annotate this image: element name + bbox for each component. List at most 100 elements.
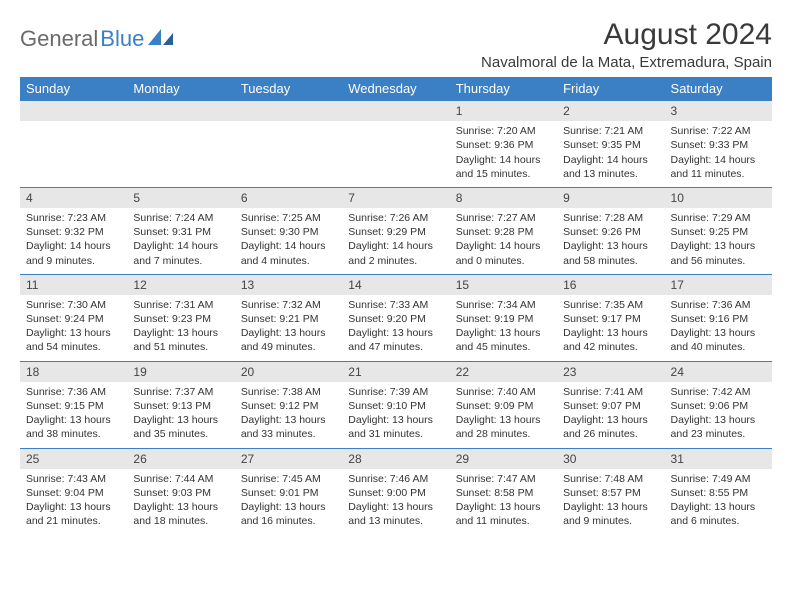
day-number-cell: 14 bbox=[342, 274, 449, 295]
day-detail-cell bbox=[342, 121, 449, 187]
day-detail-cell: Sunrise: 7:40 AMSunset: 9:09 PMDaylight:… bbox=[450, 382, 557, 448]
day-detail-line: and 4 minutes. bbox=[241, 254, 336, 268]
day-detail-cell bbox=[127, 121, 234, 187]
day-number-cell: 15 bbox=[450, 274, 557, 295]
day-detail-line: Sunset: 9:32 PM bbox=[26, 225, 121, 239]
day-number-cell: 4 bbox=[20, 187, 127, 208]
day-number-cell: 17 bbox=[665, 274, 772, 295]
day-number-cell bbox=[20, 101, 127, 122]
logo: GeneralBlue bbox=[20, 18, 174, 52]
logo-text-2: Blue bbox=[100, 26, 144, 52]
day-detail-line: Sunrise: 7:33 AM bbox=[348, 298, 443, 312]
day-detail-line: Sunrise: 7:46 AM bbox=[348, 472, 443, 486]
day-detail-line: and 13 minutes. bbox=[348, 514, 443, 528]
day-detail-line: and 23 minutes. bbox=[671, 427, 766, 441]
day-number-cell: 27 bbox=[235, 448, 342, 469]
day-detail-line: Daylight: 13 hours bbox=[671, 239, 766, 253]
sail-icon bbox=[148, 27, 174, 52]
day-detail-line: Daylight: 13 hours bbox=[241, 413, 336, 427]
day-detail-line: Sunset: 9:19 PM bbox=[456, 312, 551, 326]
day-detail-line: and 21 minutes. bbox=[26, 514, 121, 528]
day-number-cell: 12 bbox=[127, 274, 234, 295]
day-detail-line: Daylight: 13 hours bbox=[456, 500, 551, 514]
detail-row: Sunrise: 7:36 AMSunset: 9:15 PMDaylight:… bbox=[20, 382, 772, 448]
day-detail-line: Sunrise: 7:27 AM bbox=[456, 211, 551, 225]
day-detail-cell: Sunrise: 7:24 AMSunset: 9:31 PMDaylight:… bbox=[127, 208, 234, 274]
day-detail-cell: Sunrise: 7:28 AMSunset: 9:26 PMDaylight:… bbox=[557, 208, 664, 274]
day-detail-line: and 26 minutes. bbox=[563, 427, 658, 441]
day-number-cell bbox=[127, 101, 234, 122]
day-number-cell: 25 bbox=[20, 448, 127, 469]
day-detail-line: Sunrise: 7:25 AM bbox=[241, 211, 336, 225]
day-detail-line: Sunset: 9:29 PM bbox=[348, 225, 443, 239]
day-detail-line: Sunrise: 7:28 AM bbox=[563, 211, 658, 225]
day-detail-line: Daylight: 13 hours bbox=[456, 413, 551, 427]
day-detail-line: Sunset: 9:26 PM bbox=[563, 225, 658, 239]
day-detail-line: Daylight: 14 hours bbox=[456, 239, 551, 253]
detail-row: Sunrise: 7:23 AMSunset: 9:32 PMDaylight:… bbox=[20, 208, 772, 274]
header-wednesday: Wednesday bbox=[342, 77, 449, 101]
day-detail-line: and 11 minutes. bbox=[456, 514, 551, 528]
day-detail-cell: Sunrise: 7:43 AMSunset: 9:04 PMDaylight:… bbox=[20, 469, 127, 535]
day-detail-cell: Sunrise: 7:45 AMSunset: 9:01 PMDaylight:… bbox=[235, 469, 342, 535]
day-detail-line: and 28 minutes. bbox=[456, 427, 551, 441]
day-detail-line: Sunset: 8:58 PM bbox=[456, 486, 551, 500]
day-detail-line: Sunrise: 7:30 AM bbox=[26, 298, 121, 312]
day-number-cell: 20 bbox=[235, 361, 342, 382]
daynum-row: 45678910 bbox=[20, 187, 772, 208]
day-detail-line: Daylight: 13 hours bbox=[671, 413, 766, 427]
day-detail-line: and 56 minutes. bbox=[671, 254, 766, 268]
day-number-cell: 1 bbox=[450, 101, 557, 122]
header-thursday: Thursday bbox=[450, 77, 557, 101]
day-detail-line: Daylight: 13 hours bbox=[26, 413, 121, 427]
day-number-cell: 3 bbox=[665, 101, 772, 122]
header-tuesday: Tuesday bbox=[235, 77, 342, 101]
day-detail-line: Sunset: 9:25 PM bbox=[671, 225, 766, 239]
day-detail-line: and 2 minutes. bbox=[348, 254, 443, 268]
day-detail-line: Sunset: 9:03 PM bbox=[133, 486, 228, 500]
day-detail-line: Sunset: 9:01 PM bbox=[241, 486, 336, 500]
day-detail-line: Daylight: 14 hours bbox=[133, 239, 228, 253]
day-number-cell: 31 bbox=[665, 448, 772, 469]
day-detail-cell: Sunrise: 7:41 AMSunset: 9:07 PMDaylight:… bbox=[557, 382, 664, 448]
day-detail-line: Sunrise: 7:29 AM bbox=[671, 211, 766, 225]
day-detail-line: Daylight: 13 hours bbox=[26, 326, 121, 340]
day-number-cell: 19 bbox=[127, 361, 234, 382]
daynum-row: 11121314151617 bbox=[20, 274, 772, 295]
day-detail-line: Sunset: 9:35 PM bbox=[563, 138, 658, 152]
day-detail-line: Daylight: 14 hours bbox=[241, 239, 336, 253]
header-friday: Friday bbox=[557, 77, 664, 101]
day-detail-line: Sunrise: 7:36 AM bbox=[26, 385, 121, 399]
day-detail-cell: Sunrise: 7:49 AMSunset: 8:55 PMDaylight:… bbox=[665, 469, 772, 535]
day-detail-line: Sunset: 9:36 PM bbox=[456, 138, 551, 152]
day-detail-cell: Sunrise: 7:27 AMSunset: 9:28 PMDaylight:… bbox=[450, 208, 557, 274]
daynum-row: 123 bbox=[20, 101, 772, 122]
day-detail-line: Sunrise: 7:49 AM bbox=[671, 472, 766, 486]
day-number-cell: 9 bbox=[557, 187, 664, 208]
day-number-cell: 21 bbox=[342, 361, 449, 382]
day-detail-line: Sunset: 9:16 PM bbox=[671, 312, 766, 326]
day-detail-cell: Sunrise: 7:22 AMSunset: 9:33 PMDaylight:… bbox=[665, 121, 772, 187]
day-number-cell: 5 bbox=[127, 187, 234, 208]
day-number-cell: 10 bbox=[665, 187, 772, 208]
day-detail-cell: Sunrise: 7:47 AMSunset: 8:58 PMDaylight:… bbox=[450, 469, 557, 535]
day-number-cell bbox=[235, 101, 342, 122]
day-detail-line: Sunset: 8:55 PM bbox=[671, 486, 766, 500]
day-detail-line: Sunset: 8:57 PM bbox=[563, 486, 658, 500]
day-detail-cell: Sunrise: 7:36 AMSunset: 9:15 PMDaylight:… bbox=[20, 382, 127, 448]
daynum-row: 25262728293031 bbox=[20, 448, 772, 469]
day-detail-line: Sunrise: 7:38 AM bbox=[241, 385, 336, 399]
day-detail-line: Sunset: 9:33 PM bbox=[671, 138, 766, 152]
day-detail-cell: Sunrise: 7:20 AMSunset: 9:36 PMDaylight:… bbox=[450, 121, 557, 187]
day-detail-cell: Sunrise: 7:25 AMSunset: 9:30 PMDaylight:… bbox=[235, 208, 342, 274]
day-detail-line: Sunset: 9:30 PM bbox=[241, 225, 336, 239]
title-block: August 2024 Navalmoral de la Mata, Extre… bbox=[481, 18, 772, 71]
day-number-cell: 24 bbox=[665, 361, 772, 382]
day-detail-line: Daylight: 13 hours bbox=[348, 500, 443, 514]
day-number-cell: 16 bbox=[557, 274, 664, 295]
day-detail-line: Sunset: 9:15 PM bbox=[26, 399, 121, 413]
day-detail-line: Daylight: 13 hours bbox=[563, 500, 658, 514]
day-detail-cell: Sunrise: 7:39 AMSunset: 9:10 PMDaylight:… bbox=[342, 382, 449, 448]
day-detail-line: Sunrise: 7:32 AM bbox=[241, 298, 336, 312]
day-detail-cell: Sunrise: 7:36 AMSunset: 9:16 PMDaylight:… bbox=[665, 295, 772, 361]
